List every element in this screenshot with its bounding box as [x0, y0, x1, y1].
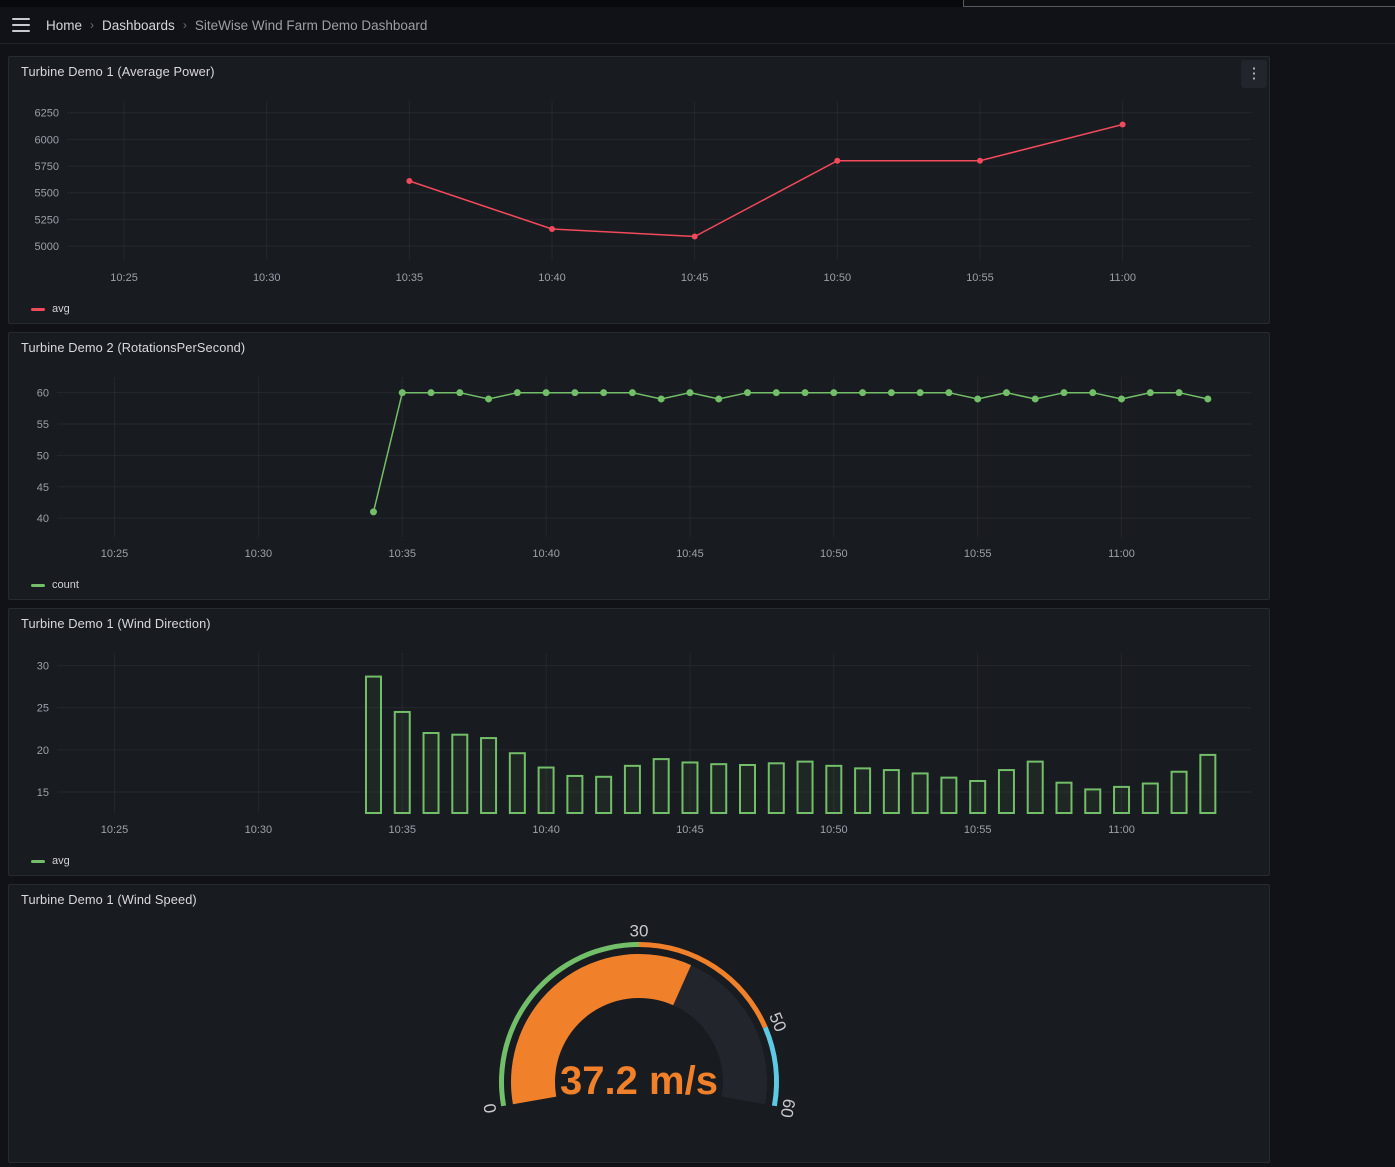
gauge-value-arc [511, 954, 692, 1105]
breadcrumb-dashboards[interactable]: Dashboards [102, 17, 175, 33]
svg-text:6250: 6250 [35, 108, 59, 120]
svg-text:30: 30 [37, 661, 49, 673]
svg-text:10:35: 10:35 [388, 824, 416, 836]
svg-text:10:35: 10:35 [388, 548, 416, 560]
svg-text:10:55: 10:55 [964, 824, 992, 836]
svg-text:10:30: 10:30 [253, 272, 281, 284]
legend-item-count[interactable]: count [31, 579, 79, 591]
window-top-strip [0, 0, 1395, 7]
svg-text:60: 60 [37, 388, 49, 400]
breadcrumb-separator: › [182, 18, 187, 32]
gauge-value-text: 37.2 m/s [560, 1059, 718, 1103]
svg-text:10:25: 10:25 [101, 824, 129, 836]
svg-text:45: 45 [37, 482, 49, 494]
svg-text:10:40: 10:40 [532, 824, 560, 836]
series-count [369, 389, 1212, 516]
navbar: Home › Dashboards › SiteWise Wind Farm D… [0, 7, 1395, 44]
svg-text:10:55: 10:55 [966, 272, 994, 284]
svg-text:11:00: 11:00 [1108, 824, 1135, 836]
panel-wind-speed: Turbine Demo 1 (Wind Speed) 0 30 50 60 37.2 … [8, 884, 1270, 1163]
svg-text:20: 20 [37, 745, 49, 757]
gauge-threshold-band [499, 942, 779, 1107]
top-right-cropped-box [963, 0, 1395, 7]
svg-text:10:30: 10:30 [245, 824, 273, 836]
timeseries-chart-rotations[interactable]: 40 45 50 55 60 10:25 10:30 10:35 10:40 10:45 10:50… [21, 361, 1257, 573]
legend-swatch [31, 583, 45, 587]
breadcrumb-home[interactable]: Home [46, 17, 83, 33]
gridlines [67, 101, 1251, 261]
svg-text:10:25: 10:25 [101, 548, 129, 560]
svg-text:10:55: 10:55 [964, 548, 992, 560]
gridlines [57, 377, 1251, 537]
panel-header: Turbine Demo 2 (RotationsPerSecond) [9, 333, 1269, 361]
panel-title[interactable]: Turbine Demo 2 (RotationsPerSecond) [21, 339, 246, 355]
svg-text:10:40: 10:40 [538, 272, 566, 284]
panel-title[interactable]: Turbine Demo 1 (Wind Speed) [21, 891, 197, 907]
panel-title[interactable]: Turbine Demo 1 (Wind Direction) [21, 615, 211, 631]
svg-text:5000: 5000 [35, 241, 59, 253]
svg-text:10:30: 10:30 [245, 548, 273, 560]
series-avg [364, 675, 1217, 815]
svg-text:11:00: 11:00 [1108, 548, 1135, 560]
svg-text:15: 15 [37, 787, 49, 799]
panel-header: Turbine Demo 1 (Wind Speed) [9, 885, 1269, 913]
panel-rotations-per-second: Turbine Demo 2 (RotationsPerSecond) 40 45… [8, 332, 1270, 600]
svg-text:60: 60 [777, 1097, 799, 1119]
svg-text:10:45: 10:45 [676, 548, 704, 560]
hamburger-menu-icon[interactable] [12, 18, 30, 32]
svg-text:10:40: 10:40 [532, 548, 560, 560]
timeseries-chart-average-power[interactable]: 5000 5250 5500 5750 6000 6250 10:25 10:30 10:35 1… [21, 85, 1257, 297]
svg-text:5750: 5750 [35, 161, 59, 173]
svg-text:30: 30 [630, 921, 649, 940]
svg-text:55: 55 [37, 419, 49, 431]
series-avg [406, 121, 1126, 240]
legend-item-avg[interactable]: avg [31, 303, 70, 315]
axis-tick-labels: 40 45 50 55 60 10:25 10:30 10:35 10:40 10:45 10:50… [37, 388, 1135, 560]
legend-swatch [31, 307, 45, 311]
svg-text:10:50: 10:50 [824, 272, 852, 284]
svg-text:50: 50 [37, 450, 49, 462]
svg-text:5500: 5500 [35, 188, 59, 200]
axis-tick-labels: 5000 5250 5500 5750 6000 6250 10:25 10:30 10:35 1… [35, 108, 1136, 284]
svg-text:10:45: 10:45 [676, 824, 704, 836]
svg-text:10:50: 10:50 [820, 824, 848, 836]
legend-swatch [31, 859, 45, 863]
panel-header: Turbine Demo 1 (Average Power) [9, 57, 1269, 85]
svg-text:0: 0 [480, 1102, 500, 1115]
bar-chart-wind-direction[interactable]: 15 20 25 30 10:25 10:30 10:35 10:40 10:45 10:50 10… [21, 637, 1257, 849]
gauge-container: 0 30 50 60 37.2 m/s [9, 917, 1269, 1162]
legend-item-avg[interactable]: avg [31, 855, 70, 867]
breadcrumb-separator: › [90, 18, 95, 32]
dashboard-canvas: Turbine Demo 1 (Average Power) ⋮ 5000 525… [0, 44, 1395, 1167]
panel-average-power: Turbine Demo 1 (Average Power) ⋮ 5000 525… [8, 56, 1270, 324]
legend: avg [9, 297, 1269, 321]
svg-text:10:50: 10:50 [820, 548, 848, 560]
svg-text:10:35: 10:35 [396, 272, 424, 284]
panel-menu-button[interactable]: ⋮ [1241, 60, 1267, 88]
svg-text:5250: 5250 [35, 214, 59, 226]
breadcrumb: Home › Dashboards › SiteWise Wind Farm D… [46, 18, 427, 33]
legend: avg [9, 849, 1269, 873]
svg-text:10:25: 10:25 [110, 272, 138, 284]
svg-text:11:00: 11:00 [1109, 272, 1136, 284]
svg-text:10:45: 10:45 [681, 272, 709, 284]
axis-tick-labels: 15 20 25 30 10:25 10:30 10:35 10:40 10:45 10:50 10… [37, 661, 1135, 836]
svg-text:40: 40 [37, 513, 49, 525]
legend-label: count [52, 579, 79, 591]
panel-title[interactable]: Turbine Demo 1 (Average Power) [21, 63, 215, 79]
legend: count [9, 573, 1269, 597]
svg-text:6000: 6000 [35, 134, 59, 146]
panel-wind-direction: Turbine Demo 1 (Wind Direction) 15 20 25 30… [8, 608, 1270, 876]
panel-header: Turbine Demo 1 (Wind Direction) [9, 609, 1269, 637]
breadcrumb-current-dashboard: SiteWise Wind Farm Demo Dashboard [194, 17, 428, 33]
legend-label: avg [52, 303, 70, 315]
svg-text:25: 25 [37, 703, 49, 715]
legend-label: avg [52, 855, 70, 867]
